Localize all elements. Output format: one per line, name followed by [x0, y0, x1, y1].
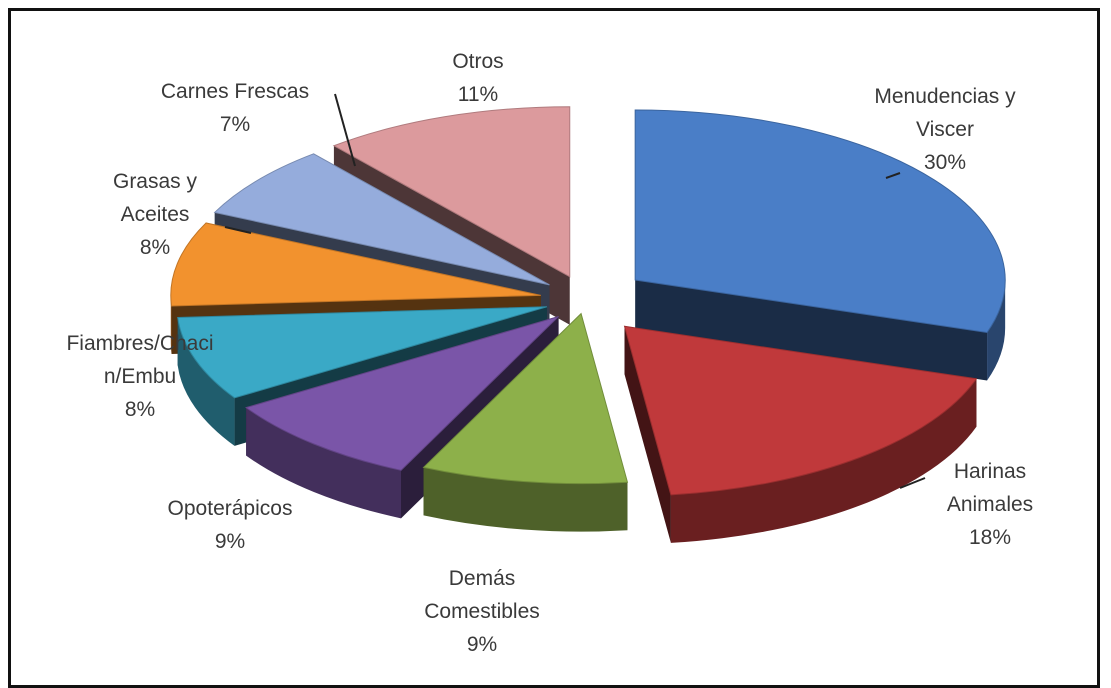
- slice-top-face: [623, 325, 978, 496]
- slice-rim: [670, 378, 977, 543]
- slice-label-line: Otros: [452, 50, 503, 73]
- slice-label-line: n/Embu: [104, 365, 176, 388]
- slice-rim: [423, 467, 628, 532]
- slice-label-line: Comestibles: [424, 600, 540, 623]
- slice-label-line: Viscer: [916, 118, 974, 141]
- slice-top-face: [177, 306, 548, 399]
- slice-label-line: Harinas: [954, 460, 1026, 483]
- slice-rim: [170, 295, 172, 355]
- slice-label: Demás Comestibles 9%: [424, 567, 540, 656]
- pie-slice: [422, 312, 629, 532]
- slice-rim: [987, 279, 1006, 381]
- slice-top-face: [332, 106, 571, 278]
- slice-rim: [246, 407, 402, 519]
- leader-line: [899, 477, 926, 489]
- leader-line: [334, 93, 356, 167]
- slice-label: Harinas Animales 18%: [947, 460, 1033, 549]
- slice-percent: 8%: [140, 236, 170, 259]
- slice-side-face: [624, 326, 671, 543]
- slice-top-face: [245, 316, 559, 471]
- slice-label-line: Fiambres/Chaci: [66, 332, 213, 355]
- pie-chart: Menudencias y Viscer 30% Harinas Animales 18%…: [66, 50, 1033, 656]
- slice-label-line: Grasas y: [113, 170, 198, 193]
- slice-label-line: Menudencias y: [874, 85, 1016, 108]
- slice-top-face: [422, 312, 629, 485]
- slice-side-face: [635, 279, 988, 381]
- slice-label: Otros 11%: [452, 50, 503, 106]
- slice-label-line: Carnes Frescas: [161, 80, 309, 103]
- slice-rim: [177, 317, 235, 446]
- slice-top-face: [170, 222, 541, 307]
- slice-percent: 11%: [458, 83, 498, 106]
- slice-label: Carnes Frescas 7%: [161, 80, 309, 136]
- slice-label-line: Animales: [947, 493, 1033, 516]
- leader-line: [885, 172, 901, 179]
- slice-label: Grasas y Aceites 8%: [113, 170, 198, 259]
- pie-slice: [634, 109, 1006, 381]
- slice-percent: 7%: [220, 113, 250, 136]
- slice-percent: 8%: [125, 398, 155, 421]
- slice-percent: 30%: [924, 151, 966, 174]
- slice-label: Opoterápicos 9%: [168, 497, 293, 553]
- pie-slice: [623, 325, 978, 543]
- leader-line: [224, 226, 252, 234]
- slice-top-face: [634, 109, 1006, 334]
- slice-label-line: Aceites: [121, 203, 190, 226]
- slice-percent: 9%: [467, 633, 497, 656]
- slice-label: Menudencias y Viscer 30%: [874, 85, 1016, 174]
- slice-label: Fiambres/Chaci n/Embu 8%: [66, 332, 213, 421]
- slice-label-line: Demás: [449, 567, 516, 590]
- slice-label-line: Opoterápicos: [168, 497, 293, 520]
- slice-percent: 9%: [215, 530, 245, 553]
- slice-percent: 18%: [969, 526, 1011, 549]
- slice-top-face: [213, 153, 550, 286]
